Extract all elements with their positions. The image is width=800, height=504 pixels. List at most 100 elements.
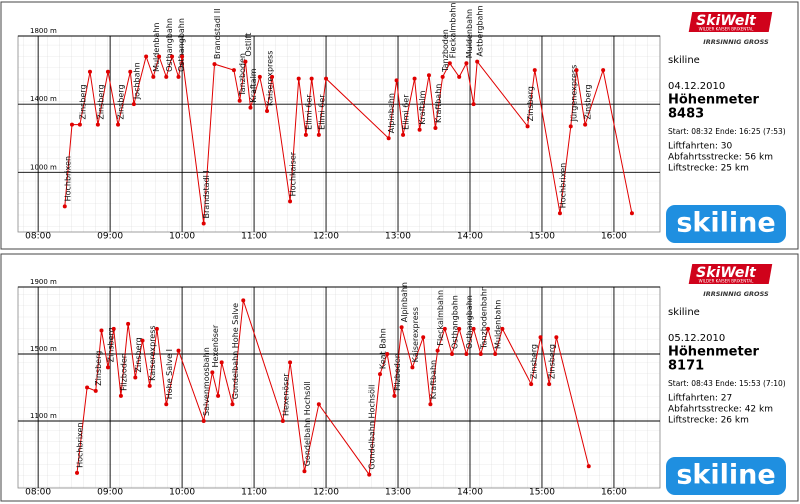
x-tick-label: 10:00 [169,488,195,498]
lift-point [525,124,530,129]
lift-label: Brandstadl II [213,9,222,60]
lift-point [105,365,110,370]
lift-point [421,335,426,340]
lift-point [449,352,454,356]
lift-point [241,298,246,303]
lift-label: Hohe Salve I [165,349,174,399]
lift-point [386,136,391,141]
lift-point [457,326,462,331]
x-tick-label: 13:00 [385,232,411,242]
lift-label: Kaiserexpress [148,325,157,380]
skiline-name: skiline [668,307,700,318]
lift-point [69,122,74,127]
lift-point [471,102,476,107]
lift-point [105,69,110,74]
lift-label: Kaiserexpress [266,51,275,106]
lift-point [133,375,138,380]
lift-label: Kraftbahn [429,360,438,399]
lift-point [428,402,433,407]
lift-point [157,54,162,59]
lift-point [147,383,152,388]
brand-sub: WILDER KAISER BRIXENTAL [699,279,754,284]
lift-label: Ostlift [244,33,253,57]
lift-point [583,122,588,127]
lift-label: Jochbahn [132,62,141,100]
lift-point [385,352,390,356]
lift-point [85,385,90,390]
x-tick-label: 14:00 [457,488,483,498]
x-tick-label: 15:00 [529,232,555,242]
times: Start: 08:32 Ende: 16:25 (7:53) [668,127,786,136]
lift-point [568,124,573,129]
date: 05.12.2010 [668,333,725,344]
lift-label: Alpinbahn [400,282,409,322]
brand-sub: WILDER KAISER BRIXENTAL [699,27,754,32]
lift-label: Muldenbahn [494,300,503,349]
x-tick-label: 15:00 [529,488,555,498]
lift-label: Osthangbahn [450,295,459,349]
lift-label: Osthangbahn [165,18,174,72]
lift-label: Keat Bahn [379,328,388,369]
lift-distance: Liftstrecke: 25 km [668,164,749,174]
lift-point [478,352,483,356]
lift-label: Zinsberg [78,84,87,119]
lift-label: Zinsberg [117,84,126,119]
lift-point [212,62,217,67]
x-tick-label: 09:00 [97,488,123,498]
plot-grid [17,286,661,489]
lift-point [140,338,145,343]
lift-point [433,126,438,131]
x-tick-label: 09:00 [97,232,123,242]
lift-point [257,74,262,79]
x-tick-label: 16:00 [601,488,627,498]
lift-point [77,122,82,127]
lift-point [151,74,156,79]
lift-label: Zinsberg [548,344,557,379]
lift-label: Zinsberg [526,86,535,121]
lift-label: Hexenöser [281,373,290,416]
lift-point [128,69,133,74]
logo-box [666,457,786,495]
plot-grid [17,35,661,233]
lift-point [144,54,149,59]
lift-point [303,132,308,137]
lift-point [401,132,406,137]
y-tick-label: 1900 m [30,278,57,286]
lift-point [586,464,591,469]
y-tick-label: 1100 m [30,412,57,420]
lift-label: Zinsberg [106,327,115,362]
lift-point [309,76,314,81]
lift-point [164,74,169,79]
lift-label: Zinsberg [94,351,103,386]
lift-point [464,61,469,66]
x-tick-label: 08:00 [25,488,51,498]
lift-label: Astbergbahn [476,5,485,56]
x-tick-label: 12:00 [313,232,339,242]
lift-count: Liftfahrten: 27 [668,394,732,404]
altitude-line [64,54,633,224]
lift-label: Kraftbahn [434,84,443,123]
lift-label: Hochbrixen [76,422,85,467]
lift-point [529,382,534,387]
lift-point [316,132,321,137]
lift-label: Osthangbahn [465,295,474,349]
x-tick-label: 11:00 [241,232,267,242]
lift-point [485,326,490,331]
lift-label: Ellmi 6er [402,94,411,130]
lift-point [201,221,206,226]
lift-label: Zinsberg [134,337,143,372]
lift-point [417,127,422,132]
lift-point [116,122,121,127]
lift-label: Kraftalm [249,68,258,102]
lift-point [629,211,634,216]
lift-label: Salvenmoosbahn [202,347,211,416]
lift-label: Alpinbahn [387,93,396,133]
times: Start: 08:43 Ende: 15:53 (7:10) [668,379,786,388]
lift-point [378,372,383,377]
brand: SkiWelt [696,13,757,29]
lift-point [176,348,181,353]
lift-label: Hochbrixen [558,163,567,208]
y-tick-label: 1000 m [30,163,57,171]
lift-point [412,76,417,81]
